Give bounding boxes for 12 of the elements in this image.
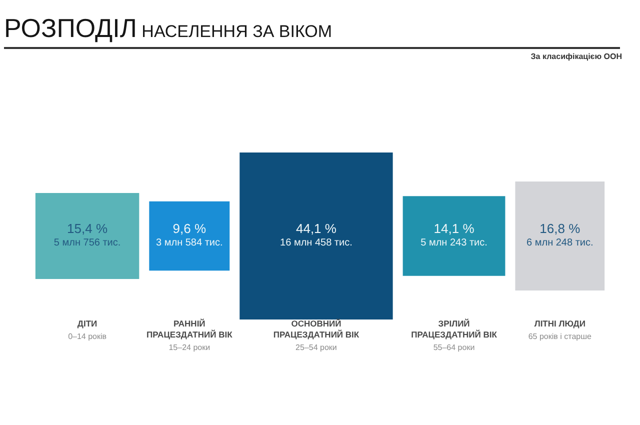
category-label: ДІТИ 0–14 років: [68, 318, 107, 342]
data-label: 16,8 % 6 млн 248 тис.: [526, 221, 594, 248]
category-label: ЛІТНІ ЛЮДИ 65 років і старше: [528, 318, 592, 342]
text: РОЗПОДІЛ НАСЕЛЕННЯ ЗА ВІКОМ: [4, 13, 332, 43]
category-label: ОСНОВНИЙ ПРАЦЕЗДАТНИЙ ВІК 25–54 роки: [273, 318, 360, 352]
text: За класифікацією ООН: [530, 52, 622, 61]
data-label: 9,6 % 3 млн 584 тис.: [156, 221, 223, 248]
data-label: 15,4 % 5 млн 756 тис.: [54, 221, 121, 248]
data-label: 14,1 % 5 млн 243 тис.: [420, 221, 488, 248]
category-label: РАННІЙ ПРАЦЕЗДАТНИЙ ВІК 15–24 роки: [146, 318, 234, 352]
category-label: ЗРІЛИЙ ПРАЦЕЗДАТНИЙ ВІК 55–64 роки: [411, 318, 498, 352]
data-label: 44,1 % 16 млн 458 тис.: [280, 221, 352, 248]
